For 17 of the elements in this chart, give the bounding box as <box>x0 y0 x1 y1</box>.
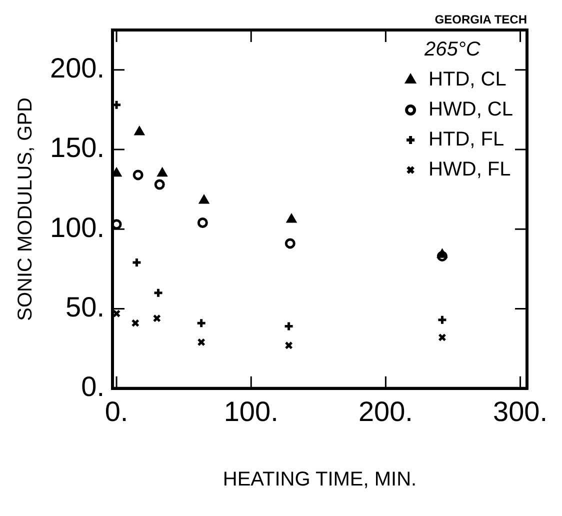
legend-title: 265°C <box>424 38 481 61</box>
x-tick-label: 100. <box>224 396 278 427</box>
legend-label: HWD, CL <box>428 98 514 121</box>
text: GEORGIA TECH <box>434 12 527 26</box>
legend-label: HWD, FL <box>428 158 511 181</box>
x-tick-label: 200. <box>358 396 413 427</box>
legend-label: HTD, CL <box>428 68 506 91</box>
x-axis-title: HEATING TIME, MIN. <box>222 468 417 491</box>
y-axis-title: SONIC MODULUS, GPD <box>14 98 37 321</box>
y-tick-label: 150. <box>50 132 104 164</box>
y-tick-label: 0. <box>81 371 104 402</box>
x-tick-label: 300. <box>493 396 548 427</box>
x-tick-label: 0. <box>104 396 128 427</box>
legend-label: HTD, FL <box>428 128 504 151</box>
y-tick-label: 50. <box>66 291 104 322</box>
y-tick-label: 100. <box>50 212 104 243</box>
y-tick-label: 200. <box>50 52 104 84</box>
